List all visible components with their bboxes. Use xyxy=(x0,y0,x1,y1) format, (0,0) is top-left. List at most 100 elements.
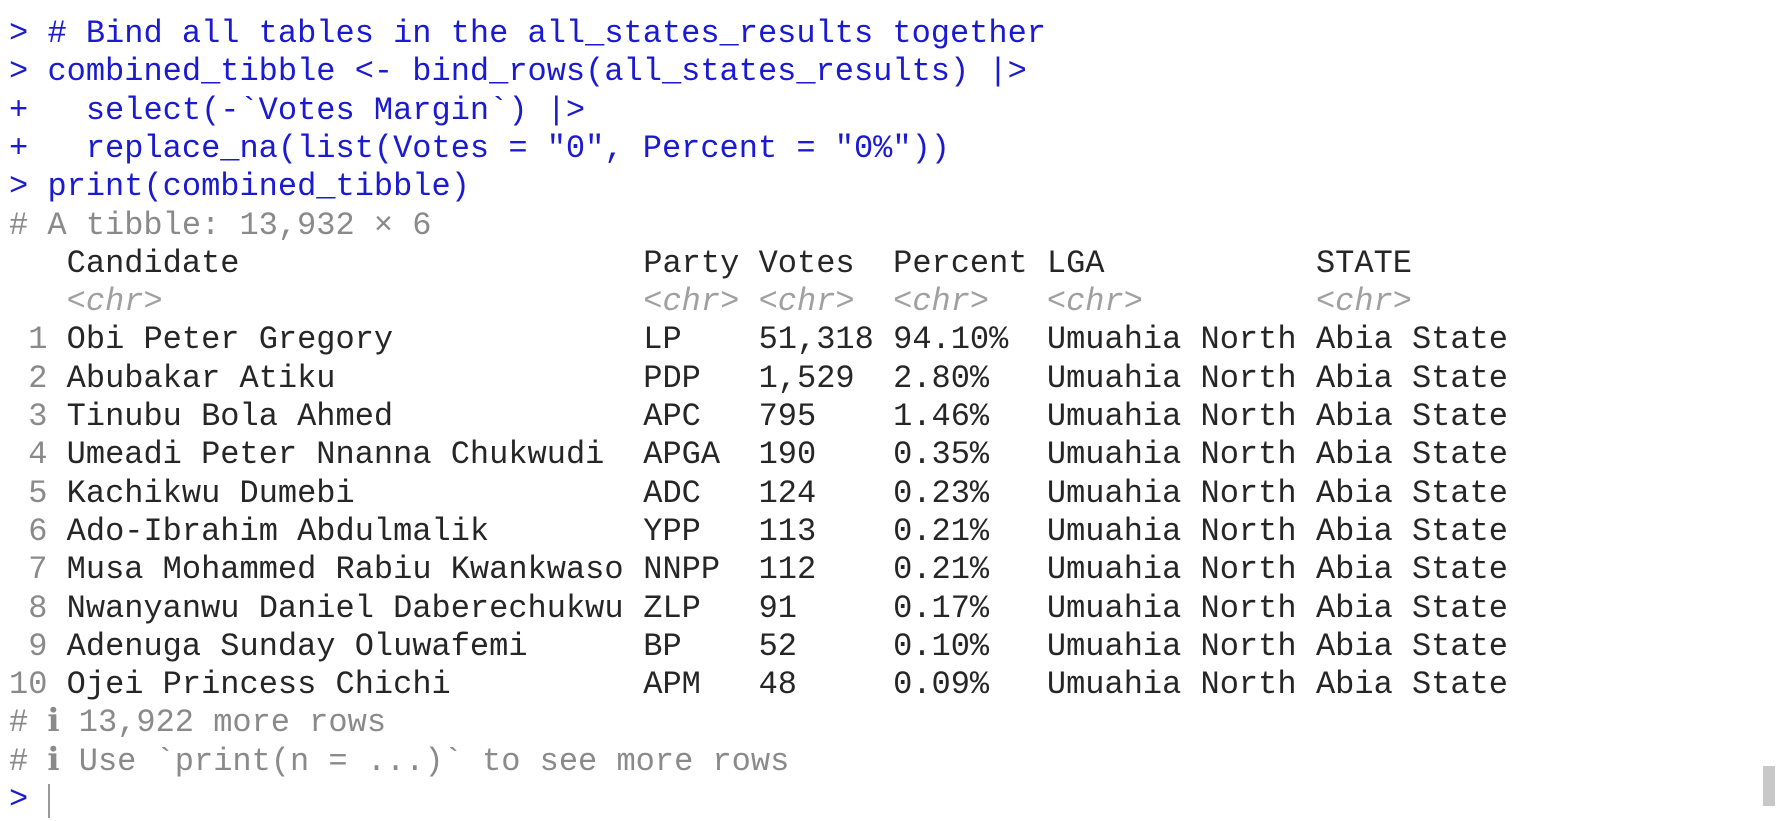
cell: Abia State xyxy=(1315,474,1508,512)
cell: Musa Mohammed Rabiu Kwankwaso xyxy=(66,551,624,589)
cell: APC xyxy=(643,398,701,435)
row-number: 5 xyxy=(28,474,48,512)
cell: Ado-Ibrahim Abdulmalik xyxy=(66,512,490,550)
cell: 1,529 xyxy=(758,359,855,397)
cell: LP xyxy=(643,321,682,359)
row-number: 7 xyxy=(28,551,48,589)
cell: Obi Peter Gregory xyxy=(66,321,394,359)
cell: 190 xyxy=(758,436,817,474)
cell: 0.35% xyxy=(893,436,990,474)
cell: Abubakar Atiku xyxy=(66,359,336,397)
cell: 1.46% xyxy=(893,398,990,435)
cell: BP xyxy=(643,627,682,665)
prompt: > xyxy=(9,53,29,91)
cell: APM xyxy=(643,666,701,704)
code: print(combined_tibble) xyxy=(47,168,470,206)
cell: Umuahia North xyxy=(1046,666,1297,704)
cell: Abia State xyxy=(1315,551,1508,589)
code: select(-`Votes Margin`) |> xyxy=(47,91,586,129)
row-number: 6 xyxy=(28,512,48,550)
cell: 91 xyxy=(758,589,797,627)
cell: Abia State xyxy=(1315,398,1508,435)
column-type: <chr> xyxy=(643,283,740,321)
cell: Umuahia North xyxy=(1046,359,1297,397)
cell: Umuahia North xyxy=(1046,551,1297,589)
cell: Kachikwu Dumebi xyxy=(66,474,355,512)
column-header: Votes xyxy=(758,244,855,282)
cell: ZLP xyxy=(643,589,701,627)
tibble-summary: # A tibble: 13,932 × 6 xyxy=(9,206,432,244)
cell: Ojei Princess Chichi xyxy=(66,666,451,704)
code: replace_na(list(Votes = "0", Percent = "… xyxy=(47,129,950,167)
cell: 124 xyxy=(758,474,817,512)
row-number: 10 xyxy=(9,666,48,704)
cell: 0.21% xyxy=(893,512,990,550)
cell: 0.10% xyxy=(893,627,990,665)
cell: 0.17% xyxy=(893,589,990,627)
text-cursor xyxy=(48,784,50,818)
column-header: STATE xyxy=(1315,244,1412,282)
cell: Umuahia North xyxy=(1046,474,1297,512)
prompt: > xyxy=(9,15,29,52)
footer-note: # ℹ Use `print(n = ...)` to see more row… xyxy=(9,742,790,780)
cell: 0.21% xyxy=(893,551,990,589)
cell: 795 xyxy=(758,398,817,435)
prompt: + xyxy=(9,91,29,129)
cell: 48 xyxy=(758,666,797,704)
cell: 0.23% xyxy=(893,474,990,512)
cell: Umuahia North xyxy=(1046,321,1297,359)
scrollbar-thumb[interactable] xyxy=(1763,766,1775,806)
column-header: Candidate xyxy=(66,244,240,282)
cell: 94.10% xyxy=(893,321,1009,359)
column-header: Party xyxy=(643,244,740,282)
row-number: 8 xyxy=(28,589,48,627)
cell: Abia State xyxy=(1315,666,1508,704)
cell: Abia State xyxy=(1315,512,1508,550)
cell: Abia State xyxy=(1315,436,1508,474)
column-type: <chr> xyxy=(66,283,163,321)
cell: 0.09% xyxy=(893,666,990,704)
cell: NNPP xyxy=(643,551,721,589)
cell: Nwanyanwu Daniel Daberechukwu xyxy=(66,589,624,627)
cell: Abia State xyxy=(1315,359,1508,397)
cell: Umuahia North xyxy=(1046,512,1297,550)
column-header: LGA xyxy=(1046,244,1105,282)
code: # Bind all tables in the all_states_resu… xyxy=(47,15,1046,52)
cell: Abia State xyxy=(1315,321,1508,359)
cell: Adenuga Sunday Oluwafemi xyxy=(66,627,528,665)
row-number: 2 xyxy=(28,359,48,397)
cell: Abia State xyxy=(1315,627,1508,665)
cell: 51,318 xyxy=(758,321,874,359)
cell: Umuahia North xyxy=(1046,436,1297,474)
row-number: 4 xyxy=(28,436,48,474)
cell: Umuahia North xyxy=(1046,589,1297,627)
column-header: Percent xyxy=(893,244,1028,282)
cell: Umuahia North xyxy=(1046,398,1297,435)
cell: ADC xyxy=(643,474,701,512)
cell: 2.80% xyxy=(893,359,990,397)
code: combined_tibble <- bind_rows(all_states_… xyxy=(47,53,1027,91)
row-number: 3 xyxy=(28,398,48,435)
cell: YPP xyxy=(643,512,701,550)
cell: 52 xyxy=(758,627,797,665)
footer-note: # ℹ 13,922 more rows xyxy=(9,704,387,742)
cell: Umeadi Peter Nnanna Chukwudi xyxy=(66,436,605,474)
column-type: <chr> xyxy=(1046,283,1143,321)
prompt: > xyxy=(9,781,29,818)
column-type: <chr> xyxy=(893,283,990,321)
cell: 113 xyxy=(758,512,817,550)
row-number: 1 xyxy=(28,321,48,359)
column-type: <chr> xyxy=(1315,283,1412,321)
prompt: > xyxy=(9,168,29,206)
row-number: 9 xyxy=(28,627,48,665)
cell: PDP xyxy=(643,359,701,397)
prompt: + xyxy=(9,129,29,167)
cell: Umuahia North xyxy=(1046,627,1297,665)
cell: 112 xyxy=(758,551,817,589)
cell: Abia State xyxy=(1315,589,1508,627)
cell: APGA xyxy=(643,436,721,474)
cell: Tinubu Bola Ahmed xyxy=(66,398,394,435)
column-type: <chr> xyxy=(758,283,855,321)
